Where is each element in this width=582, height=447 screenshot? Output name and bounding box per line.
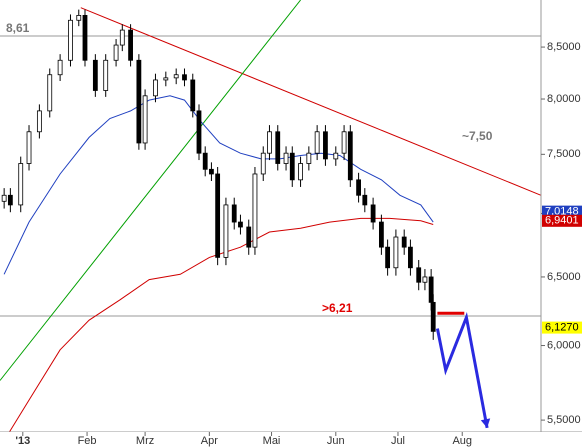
candle-body — [1, 194, 7, 202]
candle-body — [428, 276, 434, 303]
candle-body — [202, 152, 208, 170]
price-marker-label: 6,1270 — [545, 321, 579, 333]
trendline — [0, 0, 301, 381]
moving-average — [3, 95, 434, 275]
candle-body — [246, 226, 252, 248]
candle-body — [267, 131, 272, 154]
price-marker — [542, 214, 582, 227]
level-label: >6,21 — [322, 301, 353, 315]
candle-body — [341, 131, 347, 154]
price-marker-label: 7,0148 — [545, 206, 579, 218]
x-tick-label: '13 — [15, 435, 30, 447]
candle-body — [163, 77, 169, 81]
x-tick-label: Feb — [78, 435, 97, 447]
candle-body — [190, 79, 196, 112]
candle-body — [223, 204, 229, 258]
arrow-head — [480, 418, 491, 428]
plot-area — [0, 0, 542, 441]
candle-body — [173, 74, 179, 79]
candle-body — [314, 131, 320, 154]
x-tick-label: Jun — [327, 435, 345, 447]
y-tick-label: 8,0000 — [547, 93, 581, 105]
annotation: ~7,50 — [462, 129, 493, 143]
candle-body — [385, 246, 391, 269]
candle-body — [289, 152, 295, 181]
candle-body — [68, 19, 73, 61]
candle-body — [142, 95, 148, 144]
x-tick-label: Apr — [201, 435, 218, 447]
candle-body — [196, 110, 202, 154]
y-tick-label: 6,5000 — [547, 271, 581, 283]
candle-body — [416, 267, 422, 283]
candle-body — [323, 131, 328, 160]
candle-body — [47, 74, 53, 112]
candle-body — [347, 131, 353, 181]
candle-body — [18, 163, 24, 206]
x-tick-label: Mai — [263, 435, 281, 447]
candle-body — [401, 236, 407, 248]
candle-body — [356, 179, 361, 196]
candle-body — [298, 163, 303, 181]
candle-body — [306, 152, 312, 164]
candle-body — [7, 194, 13, 206]
price-marker — [542, 205, 582, 218]
y-tick-label: 6,0000 — [547, 339, 581, 351]
x-tick-label: Aug — [452, 435, 472, 447]
candle-body — [370, 204, 376, 223]
candle-body — [136, 59, 142, 144]
candle-body — [333, 152, 339, 160]
candle-body — [422, 276, 428, 283]
y-tick-label: 5,5000 — [547, 414, 581, 426]
candle-body — [82, 15, 88, 61]
x-tick-label: Jul — [391, 435, 405, 447]
candle-body — [238, 221, 243, 228]
candle-body — [36, 110, 42, 133]
candle-body — [408, 246, 413, 269]
candle-body — [393, 236, 399, 269]
candle-body — [430, 301, 436, 332]
candle-body — [283, 152, 289, 164]
candle-body — [128, 29, 133, 61]
candle-body — [182, 74, 187, 81]
candle-body — [275, 131, 281, 164]
candle-body — [76, 15, 82, 21]
candle-body — [57, 59, 63, 76]
candle-body — [260, 152, 266, 175]
candle-body — [103, 59, 109, 91]
candle-body — [209, 168, 214, 175]
y-tick-label: 8,5000 — [547, 41, 581, 53]
price-marker — [542, 321, 582, 334]
y-tick-label: 7,5000 — [547, 148, 581, 160]
candle-body — [119, 29, 125, 46]
candle-body — [252, 173, 258, 248]
candle-body — [231, 204, 237, 223]
candle-body — [113, 44, 119, 61]
candle-body — [92, 59, 98, 91]
candle-body — [362, 194, 368, 206]
trendline — [80, 7, 542, 196]
candle-body — [153, 79, 158, 97]
price-marker-label: 6,9401 — [545, 215, 579, 227]
x-tick-label: Mrz — [136, 435, 154, 447]
candle-body — [26, 131, 32, 164]
projection — [435, 311, 489, 429]
candle-body — [378, 221, 384, 248]
level-label: 8,61 — [6, 21, 30, 35]
candle-body — [215, 173, 221, 258]
